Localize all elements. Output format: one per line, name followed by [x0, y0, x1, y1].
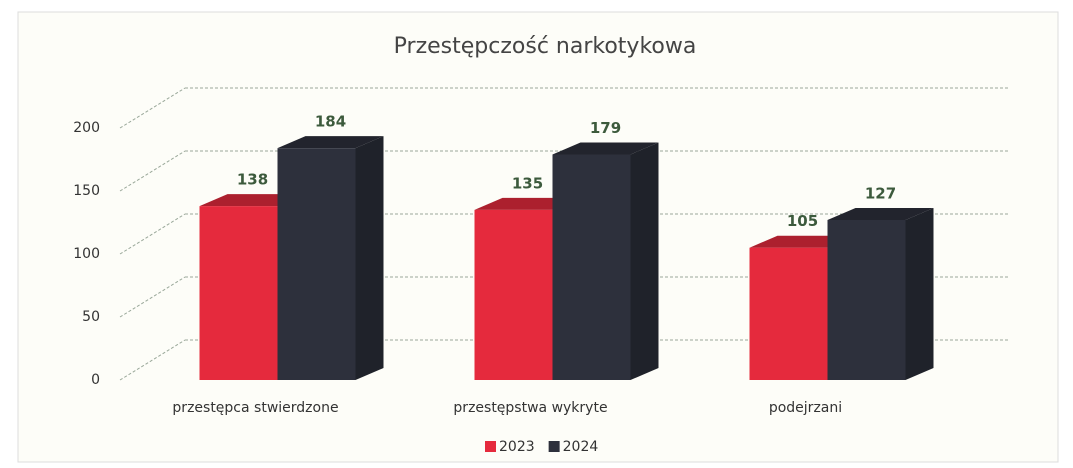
- legend-swatch: [548, 441, 560, 452]
- value-label: 127: [865, 184, 896, 202]
- bar: [277, 148, 356, 380]
- y-tick-label: 150: [73, 183, 100, 199]
- legend-swatch: [485, 441, 496, 452]
- value-label: 184: [315, 113, 346, 131]
- value-label: 135: [512, 174, 543, 192]
- bar: [474, 209, 553, 380]
- value-label: 105: [787, 212, 818, 230]
- bar: [827, 219, 906, 380]
- legend-label: 2024: [563, 439, 599, 455]
- chart-title: Przestępczość narkotykowa: [394, 34, 697, 59]
- value-label: 179: [590, 119, 621, 137]
- grid-line: [119, 276, 186, 318]
- bar-top: [827, 207, 934, 220]
- bar-top: [552, 142, 659, 155]
- bar-top: [277, 136, 384, 149]
- bar: [552, 154, 631, 380]
- x-tick-label: przestępstwa wykryte: [453, 400, 607, 416]
- value-label: 138: [237, 171, 268, 189]
- y-tick-label: 100: [73, 246, 100, 262]
- y-tick-label: 200: [73, 120, 100, 136]
- grid-line: [119, 339, 186, 381]
- x-tick-label: podejrzani: [769, 400, 842, 416]
- bar-side: [355, 136, 384, 380]
- legend-label: 2023: [499, 439, 535, 455]
- bar: [199, 206, 278, 380]
- y-tick-label: 0: [91, 372, 100, 388]
- grid-line: [119, 150, 186, 192]
- bar-side: [905, 207, 934, 380]
- grid-line: [119, 87, 186, 129]
- grid-line: [119, 213, 186, 255]
- bar: [749, 247, 828, 380]
- x-tick-label: przestępca stwierdzone: [172, 400, 338, 416]
- y-tick-label: 50: [82, 309, 100, 325]
- bar-side: [630, 142, 659, 380]
